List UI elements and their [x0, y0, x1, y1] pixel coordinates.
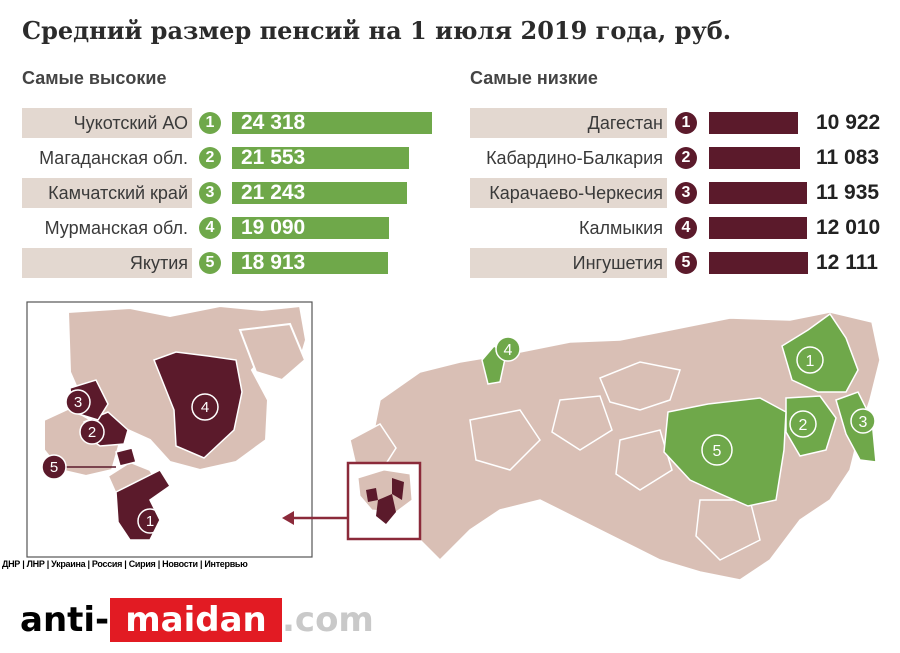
lowest-region-label: Дагестан: [587, 113, 663, 133]
lowest-bar-value: 11 083: [816, 146, 880, 169]
highest-region-label: Магаданская обл.: [39, 148, 188, 168]
inset-label-2-ring: [79, 419, 105, 445]
map-label-5: 5: [713, 443, 722, 460]
lowest-rank-badge: 1: [675, 112, 697, 134]
lowest-bar-value: 12 111: [816, 251, 878, 274]
highest-bar-value: 21 553: [241, 146, 306, 169]
highest-region-label: Камчатский край: [48, 183, 188, 203]
highest-rank-badge: 1: [199, 112, 221, 134]
logo-part-2: maidan: [110, 598, 282, 642]
zoom-arrow-head: [282, 511, 294, 525]
lowest-bar: [709, 252, 808, 274]
lowest-rank-badge: 3: [675, 182, 697, 204]
watermark-nav-line: ДНР | ЛНР | Украина | Россия | Сирия | Н…: [2, 559, 248, 569]
highest-bar-value: 19 090: [241, 216, 306, 239]
highest-bar-value: 24 318: [241, 111, 306, 134]
map-label-1: 1: [806, 353, 815, 370]
highest-bar-value: 18 913: [241, 251, 306, 274]
zoom-box-lowest-regions: [366, 478, 404, 524]
highest-region-label: Мурманская обл.: [44, 218, 188, 238]
lowest-rank-badge: 4: [675, 217, 697, 239]
lowest-rank-badge: 2: [675, 147, 697, 169]
inset-label-4-ring: [191, 393, 219, 421]
inset-label-3-ring: [65, 389, 91, 415]
map-label-2: 2: [799, 417, 808, 434]
map-label-4: 4: [504, 342, 513, 359]
lowest-region-label: Ингушетия: [572, 253, 663, 273]
highest-bar: [232, 217, 389, 239]
highest-rank-badge: 3: [199, 182, 221, 204]
inset-label-3: 3: [74, 394, 82, 411]
row-band: [22, 248, 192, 278]
lowest-region-label: Калмыкия: [579, 218, 663, 238]
row-band: [470, 178, 667, 208]
lowest-bar-value: 10 922: [816, 111, 881, 134]
map-label-3: 3: [859, 414, 868, 431]
map-region-2: [785, 395, 837, 457]
inset-labels: 1 2 3 4 5: [41, 389, 219, 534]
highest-rank-badge: 2: [199, 147, 221, 169]
lowest-bar: [709, 182, 807, 204]
lowest-region-label: Карачаево-Черкесия: [489, 183, 663, 203]
inset-region-5: [115, 447, 137, 467]
row-band: [22, 178, 192, 208]
map-region-1: [781, 312, 859, 393]
row-band: [470, 108, 667, 138]
inset-region-4: [153, 351, 243, 459]
lowest-bar-value: 12 010: [816, 216, 881, 239]
highest-region-label: Чукотский АО: [73, 113, 188, 133]
lowest-region-label: Кабардино-Балкария: [486, 148, 663, 168]
highest-bar: [232, 252, 388, 274]
row-band: [22, 108, 192, 138]
lowest-bar: [709, 147, 800, 169]
highest-rank-badge: 5: [199, 252, 221, 274]
row-band: [470, 248, 667, 278]
highest-bar-value: 21 243: [241, 181, 306, 204]
highest-bar: [232, 112, 432, 134]
logo-part-1: anti-: [20, 600, 110, 640]
lowest-bar: [709, 217, 807, 239]
highest-bar: [232, 147, 409, 169]
map-labels: 1 2 3 4 5: [495, 336, 876, 466]
lowest-bar-value: 11 935: [816, 181, 880, 204]
highest-rank-badge: 4: [199, 217, 221, 239]
lowest-subtitle: Самые низкие: [470, 68, 598, 88]
map-region-5: [663, 397, 787, 507]
inset-region-1: [115, 469, 172, 541]
chart-title: Средний размер пенсий на 1 июля 2019 год…: [22, 16, 732, 45]
inset-label-2: 2: [88, 424, 96, 441]
inset-label-4: 4: [201, 399, 209, 416]
inset-label-5: 5: [50, 459, 58, 476]
lowest-rank-badge: 5: [675, 252, 697, 274]
inset-label-1: 1: [146, 513, 154, 530]
inset-label-1-ring: [137, 508, 163, 534]
highest-region-label: Якутия: [129, 253, 188, 273]
inset-label-5-ring: [41, 454, 67, 480]
lowest-bar: [709, 112, 798, 134]
logo-part-3: .com: [282, 600, 374, 640]
highest-bar: [232, 182, 407, 204]
highest-subtitle: Самые высокие: [22, 68, 167, 88]
